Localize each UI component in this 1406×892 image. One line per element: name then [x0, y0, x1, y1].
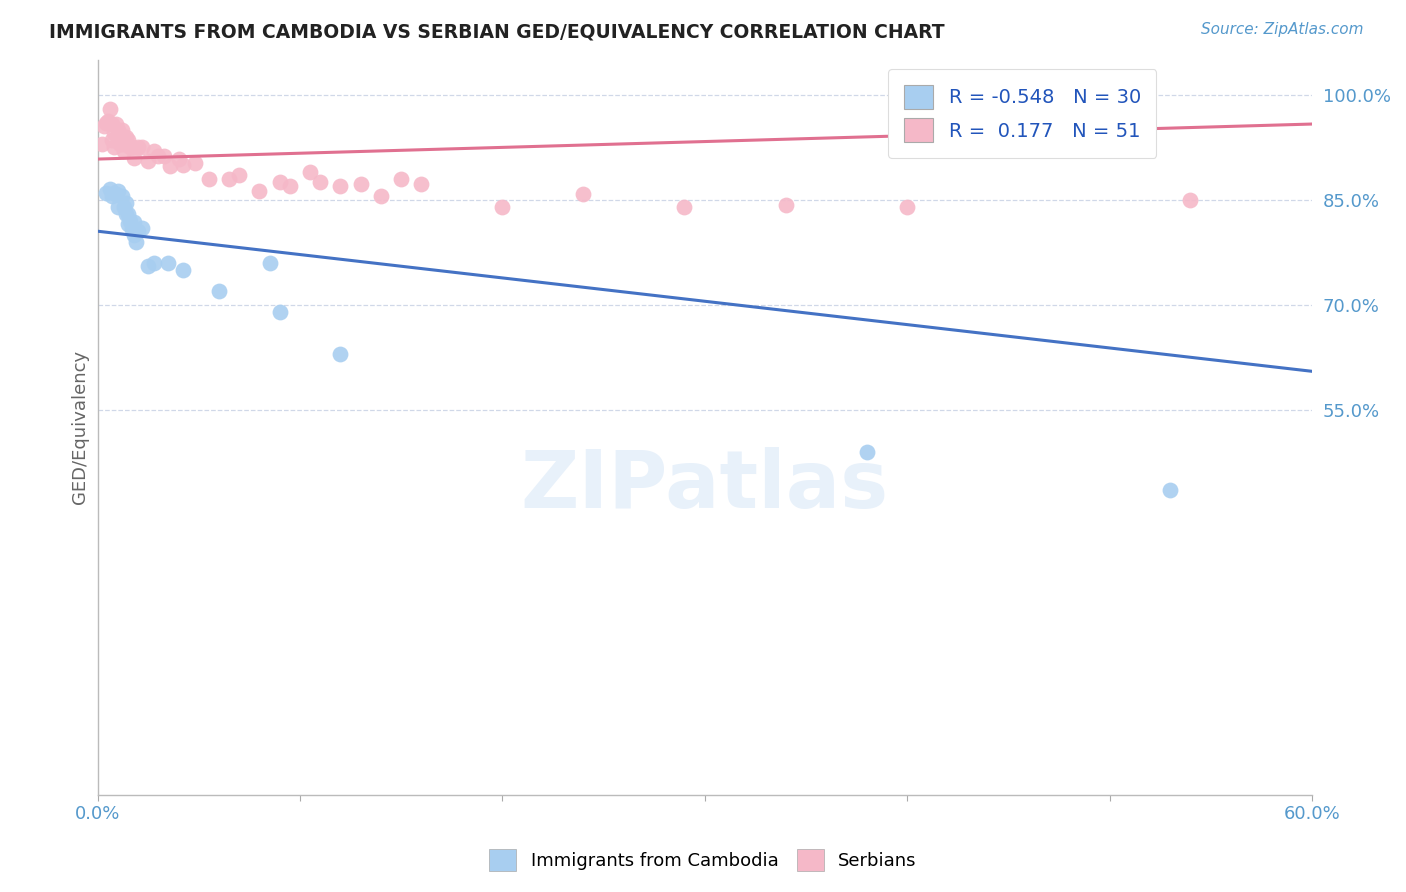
Point — [104, 187, 127, 202]
Point — [112, 144, 135, 158]
Point — [94, 186, 117, 200]
Point — [269, 305, 291, 319]
Point — [118, 213, 141, 227]
Point — [117, 217, 139, 231]
Point — [309, 175, 332, 189]
Point — [117, 207, 139, 221]
Point — [121, 222, 143, 236]
Point — [143, 256, 166, 270]
Point — [100, 117, 122, 131]
Point — [107, 129, 129, 144]
Point — [94, 115, 117, 129]
Point — [131, 140, 153, 154]
Point — [572, 187, 595, 202]
Point — [100, 189, 122, 203]
Point — [143, 144, 166, 158]
Point — [122, 227, 145, 242]
Point — [208, 284, 231, 298]
Legend: R = -0.548   N = 30, R =  0.177   N = 51: R = -0.548 N = 30, R = 0.177 N = 51 — [889, 70, 1157, 158]
Point — [1159, 483, 1181, 498]
Point — [136, 259, 159, 273]
Point — [157, 256, 180, 270]
Point — [97, 114, 120, 128]
Point — [93, 119, 115, 133]
Point — [329, 347, 352, 361]
Point — [218, 171, 240, 186]
Point — [98, 102, 121, 116]
Point — [115, 129, 138, 144]
Point — [491, 200, 513, 214]
Point — [127, 224, 149, 238]
Point — [100, 133, 122, 147]
Point — [111, 189, 134, 203]
Point — [249, 184, 271, 198]
Point — [896, 200, 918, 214]
Point — [111, 122, 134, 136]
Point — [122, 151, 145, 165]
Point — [108, 136, 131, 151]
Point — [329, 178, 352, 193]
Point — [775, 198, 797, 212]
Point — [122, 215, 145, 229]
Point — [259, 256, 281, 270]
Point — [98, 182, 121, 196]
Point — [117, 133, 139, 147]
Point — [411, 178, 433, 192]
Point — [125, 235, 148, 249]
Point — [131, 220, 153, 235]
Point — [183, 156, 205, 170]
Point — [269, 175, 291, 189]
Point — [172, 158, 194, 172]
Point — [153, 149, 176, 163]
Point — [115, 207, 138, 221]
Point — [103, 140, 125, 154]
Point — [299, 164, 322, 178]
Point — [112, 200, 135, 214]
Y-axis label: GED/Equivalency: GED/Equivalency — [72, 351, 89, 504]
Legend: Immigrants from Cambodia, Serbians: Immigrants from Cambodia, Serbians — [482, 842, 924, 879]
Point — [855, 445, 877, 459]
Point — [148, 149, 170, 163]
Point — [167, 152, 190, 166]
Point — [107, 200, 129, 214]
Text: Source: ZipAtlas.com: Source: ZipAtlas.com — [1201, 22, 1364, 37]
Point — [103, 186, 125, 200]
Text: ZIPatlas: ZIPatlas — [520, 447, 889, 525]
Point — [107, 122, 129, 136]
Point — [111, 136, 134, 151]
Point — [104, 117, 127, 131]
Point — [159, 159, 181, 173]
Point — [198, 171, 221, 186]
Point — [127, 140, 149, 154]
Point — [90, 136, 112, 151]
Point — [107, 184, 129, 198]
Point — [136, 154, 159, 169]
Point — [172, 262, 194, 277]
Point — [121, 140, 143, 154]
Point — [115, 196, 138, 211]
Point — [673, 200, 696, 214]
Point — [103, 126, 125, 140]
Text: IMMIGRANTS FROM CAMBODIA VS SERBIAN GED/EQUIVALENCY CORRELATION CHART: IMMIGRANTS FROM CAMBODIA VS SERBIAN GED/… — [49, 22, 945, 41]
Point — [350, 178, 373, 192]
Point — [389, 171, 412, 186]
Point — [118, 140, 141, 154]
Point — [1180, 193, 1202, 207]
Point — [278, 178, 301, 193]
Point — [228, 168, 250, 182]
Point — [370, 189, 392, 203]
